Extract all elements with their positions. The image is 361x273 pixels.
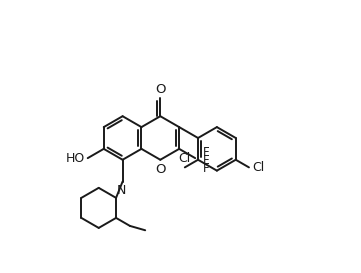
Text: F: F — [203, 154, 210, 167]
Text: F: F — [203, 146, 210, 159]
Text: O: O — [155, 163, 166, 176]
Text: O: O — [155, 83, 166, 96]
Text: Cl: Cl — [252, 161, 264, 174]
Text: Cl: Cl — [179, 152, 191, 165]
Text: HO: HO — [65, 152, 85, 165]
Text: F: F — [203, 162, 210, 174]
Text: N: N — [117, 184, 126, 197]
